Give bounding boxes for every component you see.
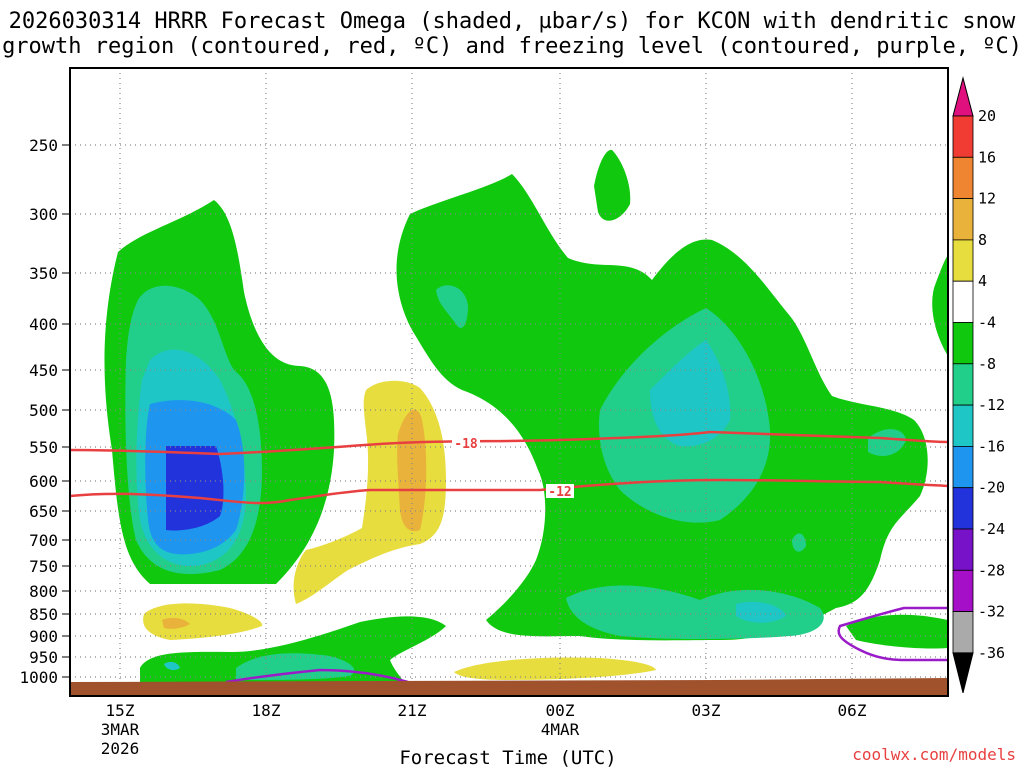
x-axis-title: Forecast Time (UTC) — [399, 747, 616, 768]
dgz-contour-label-bg-minus-18 — [452, 436, 480, 450]
colorbar-label-8: 8 — [978, 231, 987, 249]
dgz-contour-label-minus-18: -18 — [454, 437, 478, 452]
colorbar-label-20: 20 — [978, 107, 996, 125]
y-tick-label-750: 750 — [29, 557, 58, 576]
freezing-level-contour-right — [837, 606, 949, 662]
colorbar-label--8: -8 — [978, 355, 996, 373]
freezing-level-contour-left — [225, 668, 409, 684]
colorbar-swatch-m16_m12 — [952, 404, 974, 447]
omega-shading — [104, 149, 948, 682]
omega-region-yellow-bottom-center — [454, 657, 656, 680]
colorbar-swatch-12_16 — [952, 156, 974, 200]
colorbar-label-12: 12 — [978, 190, 996, 208]
colorbar-label--12: -12 — [978, 396, 1005, 414]
omega-region-upper-green-blob — [594, 149, 631, 221]
y-tick-label-350: 350 — [29, 264, 58, 283]
y-tick-label-800: 800 — [29, 582, 58, 601]
omega-region-left-darkblue — [166, 446, 224, 531]
colorbar-swatch-m32_m28 — [952, 569, 974, 612]
omega-region-right-edge-green — [932, 255, 948, 356]
y-tick-label-950: 950 — [29, 648, 58, 667]
colorbar-swatch-8_12 — [952, 198, 974, 241]
x-tick-label-21z: 21Z — [398, 701, 427, 720]
colorbar-label-16: 16 — [978, 148, 996, 166]
colorbar-label--32: -32 — [978, 603, 1005, 621]
x-tick-label-15z: 15Z — [106, 701, 135, 720]
y-tick-label-900: 900 — [29, 627, 58, 646]
colorbar-swatch-m36_m32 — [952, 611, 974, 654]
omega-region-low-green-band — [140, 616, 446, 682]
y-tick-label-300: 300 — [29, 205, 58, 224]
y-tick-label-550: 550 — [29, 438, 58, 457]
colorbar-label-4: 4 — [978, 272, 987, 290]
colorbar-label--16: -16 — [978, 437, 1005, 455]
colorbar: 20 16 12 8 4 -4 -8 -12 -16 -20 -24 -28 -32 -36 — [952, 76, 1005, 694]
terrain-surface — [70, 678, 948, 696]
colorbar-label--24: -24 — [978, 520, 1005, 538]
omega-region-right-edge-teal — [868, 429, 906, 456]
omega-region-yellow-left-low — [143, 603, 263, 640]
y-tick-label-600: 600 — [29, 472, 58, 491]
y-tick-label-500: 500 — [29, 401, 58, 420]
omega-region-right-lower-teal — [566, 585, 824, 639]
omega-region-right-lower-cyan — [736, 601, 786, 623]
omega-region-right-cyan — [650, 340, 731, 447]
omega-region-orange-central — [397, 409, 427, 532]
y-tick-label-450: 450 — [29, 361, 58, 380]
colorbar-bottom-arrow — [952, 652, 974, 694]
chart-title-line-2: growth region (contoured, red, ºC) and f… — [2, 34, 1022, 59]
dgz-contour-label-bg-minus-12 — [546, 484, 574, 498]
omega-region-orange-left-low — [162, 617, 190, 629]
colorbar-swatch-m8_m4 — [952, 322, 974, 365]
plot-frame — [69, 67, 949, 697]
y-axis-labels: 250 300 350 400 450 500 550 600 650 700 750 800 850 9… — [19, 136, 70, 687]
x-tick-label-00z: 00Z — [546, 701, 575, 720]
x-tick-sublabel-4mar: 4MAR — [541, 720, 580, 739]
x-tick-label-06z: 06Z — [838, 701, 867, 720]
x-tick-label-03z: 03Z — [692, 701, 721, 720]
y-tick-label-400: 400 — [29, 315, 58, 334]
colorbar-label--36: -36 — [978, 644, 1005, 662]
dgz-contour-label-minus-12: -12 — [548, 485, 571, 500]
dgz-contour-minus-12 — [69, 478, 949, 505]
colorbar-top-arrow — [952, 76, 974, 117]
colorbar-label--4: -4 — [978, 314, 996, 332]
chart-title-line-1: 2026030314 HRRR Forecast Omega (shaded, … — [9, 9, 1016, 34]
plot-area: -18 -12 — [69, 67, 949, 697]
y-tick-label-700: 700 — [29, 531, 58, 550]
colorbar-swatch-m12_m8 — [952, 363, 974, 406]
y-tick-label-250: 250 — [29, 136, 58, 155]
omega-region-upper-teal-blob — [436, 285, 468, 328]
colorbar-swatch-m24_m20 — [952, 487, 974, 530]
colorbar-label--20: -20 — [978, 479, 1005, 497]
dgz-contour-minus-18 — [69, 430, 949, 456]
y-tick-label-650: 650 — [29, 502, 58, 521]
colorbar-swatch-4_8 — [952, 239, 974, 282]
x-tick-sublabel-3mar: 3MAR — [101, 720, 140, 739]
x-tick-label-18z: 18Z — [252, 701, 281, 720]
colorbar-swatch-m20_m16 — [952, 445, 974, 489]
omega-region-low-cyan-small — [164, 661, 180, 671]
y-tick-label-1000: 1000 — [19, 668, 58, 687]
y-tick-label-850: 850 — [29, 605, 58, 624]
omega-region-bottom-right-green — [846, 614, 948, 649]
omega-region-small-teal — [792, 533, 806, 552]
colorbar-label--28: -28 — [978, 561, 1005, 579]
watermark-text: coolwx.com/models — [852, 745, 1016, 764]
colorbar-swatch-m4_4 — [952, 280, 974, 323]
colorbar-swatch-m28_m24 — [952, 528, 974, 571]
colorbar-swatch-16_20 — [952, 115, 974, 158]
x-tick-year-2026: 2026 — [101, 739, 140, 758]
